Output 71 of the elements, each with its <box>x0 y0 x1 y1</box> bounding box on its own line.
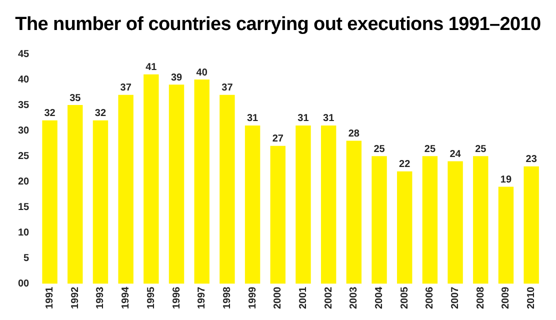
x-tick-label: 2006 <box>424 286 436 310</box>
x-tick-label: 2008 <box>475 286 486 310</box>
data-label: 25 <box>475 144 487 155</box>
bar <box>194 80 210 284</box>
data-label: 41 <box>146 62 158 74</box>
bar <box>296 125 311 284</box>
x-tick-label: 1995 <box>146 286 157 310</box>
data-label: 35 <box>70 92 82 104</box>
y-tick-label: 40 <box>18 74 30 86</box>
x-tick-label: 2005 <box>399 286 410 310</box>
y-tick-label: 00 <box>18 278 30 290</box>
bar <box>346 140 362 284</box>
bar <box>168 84 184 284</box>
y-tick-label: 5 <box>24 252 30 264</box>
data-label: 25 <box>374 144 386 155</box>
x-tick-label: 2009 <box>500 286 512 310</box>
data-label: 31 <box>298 113 310 124</box>
y-tick-label: 15 <box>18 202 30 213</box>
bar <box>422 156 438 284</box>
bar <box>220 94 235 284</box>
bar <box>118 94 134 284</box>
x-tick-label: 2003 <box>348 286 360 310</box>
y-tick-label: 10 <box>18 227 30 238</box>
bar <box>372 156 387 284</box>
x-tick-label: 1998 <box>222 286 233 310</box>
x-tick-label: 2002 <box>323 286 334 310</box>
data-label: 32 <box>44 108 56 120</box>
data-label: 32 <box>94 108 106 120</box>
data-label: 37 <box>120 82 132 94</box>
x-tick-label: 1991 <box>44 286 56 310</box>
data-label: 22 <box>399 159 411 170</box>
y-tick-label: 45 <box>18 48 30 60</box>
data-label: 40 <box>196 67 208 78</box>
bar <box>473 156 488 284</box>
data-label: 23 <box>526 154 538 166</box>
x-tick-label: 2000 <box>272 286 284 310</box>
data-label: 27 <box>272 134 284 145</box>
data-label: 24 <box>450 148 462 160</box>
y-tick-label: 30 <box>18 125 30 136</box>
chart-title: The number of countries carrying out executions 1991–2010 <box>14 14 542 37</box>
x-tick-label: 2010 <box>526 286 538 310</box>
bar <box>144 74 159 284</box>
x-tick-label: 2004 <box>374 286 386 310</box>
data-label: 19 <box>500 174 512 186</box>
x-tick-label: 1999 <box>247 286 258 310</box>
data-label: 39 <box>170 72 183 84</box>
bar <box>498 186 514 284</box>
y-tick-label: 25 <box>18 150 30 162</box>
x-tick-label: 1996 <box>171 286 182 310</box>
bar <box>244 125 260 284</box>
data-label: 31 <box>246 113 259 124</box>
bar <box>448 161 463 284</box>
bar <box>524 166 539 284</box>
bar <box>68 105 83 284</box>
x-tick-label: 2007 <box>450 286 462 310</box>
y-tick-label: 20 <box>18 176 30 188</box>
bar <box>397 171 412 284</box>
bar <box>320 125 336 284</box>
x-tick-label: 1994 <box>120 286 132 310</box>
bar <box>92 120 108 284</box>
x-tick-label: 1992 <box>70 286 81 310</box>
x-tick-label: 1993 <box>95 286 106 310</box>
data-label: 25 <box>424 144 436 155</box>
y-tick-label: 35 <box>18 100 30 111</box>
x-tick-label: 2001 <box>298 286 309 310</box>
data-label: 28 <box>348 128 360 140</box>
bar <box>42 120 58 284</box>
data-label: 31 <box>323 113 335 124</box>
x-tick-label: 1997 <box>196 286 208 310</box>
data-label: 37 <box>222 82 234 94</box>
bar <box>270 146 286 284</box>
